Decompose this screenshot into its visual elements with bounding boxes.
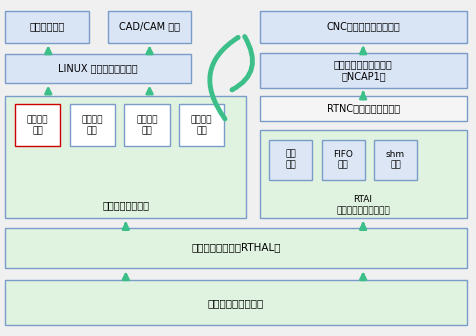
Bar [124, 104, 169, 146]
Text: RTAI
（实时应用接口）模块: RTAI （实时应用接口）模块 [336, 195, 389, 215]
Bar [5, 280, 466, 325]
Text: 内存管理
模块: 内存管理 模块 [136, 115, 158, 135]
Bar [321, 139, 364, 180]
Bar [259, 129, 466, 218]
Bar [69, 104, 115, 146]
FancyArrowPatch shape [232, 37, 252, 90]
Text: 实时硬件抽象层（RTHAL）: 实时硬件抽象层（RTHAL） [191, 243, 280, 253]
Text: RTNC（数控实时）模块: RTNC（数控实时）模块 [326, 103, 399, 114]
Text: 操作系统内核模块: 操作系统内核模块 [102, 200, 149, 210]
Bar [15, 104, 60, 146]
Text: 其它驱动
模块: 其它驱动 模块 [190, 115, 212, 135]
Bar [269, 139, 312, 180]
Text: 数控应用程序程序接口
（NCAP1）: 数控应用程序程序接口 （NCAP1） [333, 59, 392, 81]
Text: 其它应用程序: 其它应用程序 [30, 22, 65, 32]
Text: 调度
模块: 调度 模块 [285, 150, 296, 170]
Bar [373, 139, 416, 180]
Bar [178, 104, 224, 146]
Bar [5, 96, 245, 218]
Text: shm
模块: shm 模块 [385, 150, 404, 170]
Text: LINUX 应用程序程序接口: LINUX 应用程序程序接口 [58, 64, 138, 74]
Text: 文件管理
模块: 文件管理 模块 [27, 115, 48, 135]
Bar [259, 11, 466, 43]
Bar [5, 228, 466, 268]
Bar [5, 11, 89, 43]
Text: CNC（计算机数控）系统: CNC（计算机数控）系统 [326, 22, 399, 32]
Text: CAD/CAM 系统: CAD/CAM 系统 [119, 22, 179, 32]
Text: FIFO
模块: FIFO 模块 [333, 150, 352, 170]
Bar [108, 11, 190, 43]
FancyArrowPatch shape [209, 38, 238, 119]
Bar [5, 54, 190, 83]
Text: 网络驱动
模块: 网络驱动 模块 [81, 115, 103, 135]
Bar [259, 52, 466, 88]
Bar [259, 96, 466, 121]
Text: 实时多任务操作系统: 实时多任务操作系统 [208, 298, 264, 308]
